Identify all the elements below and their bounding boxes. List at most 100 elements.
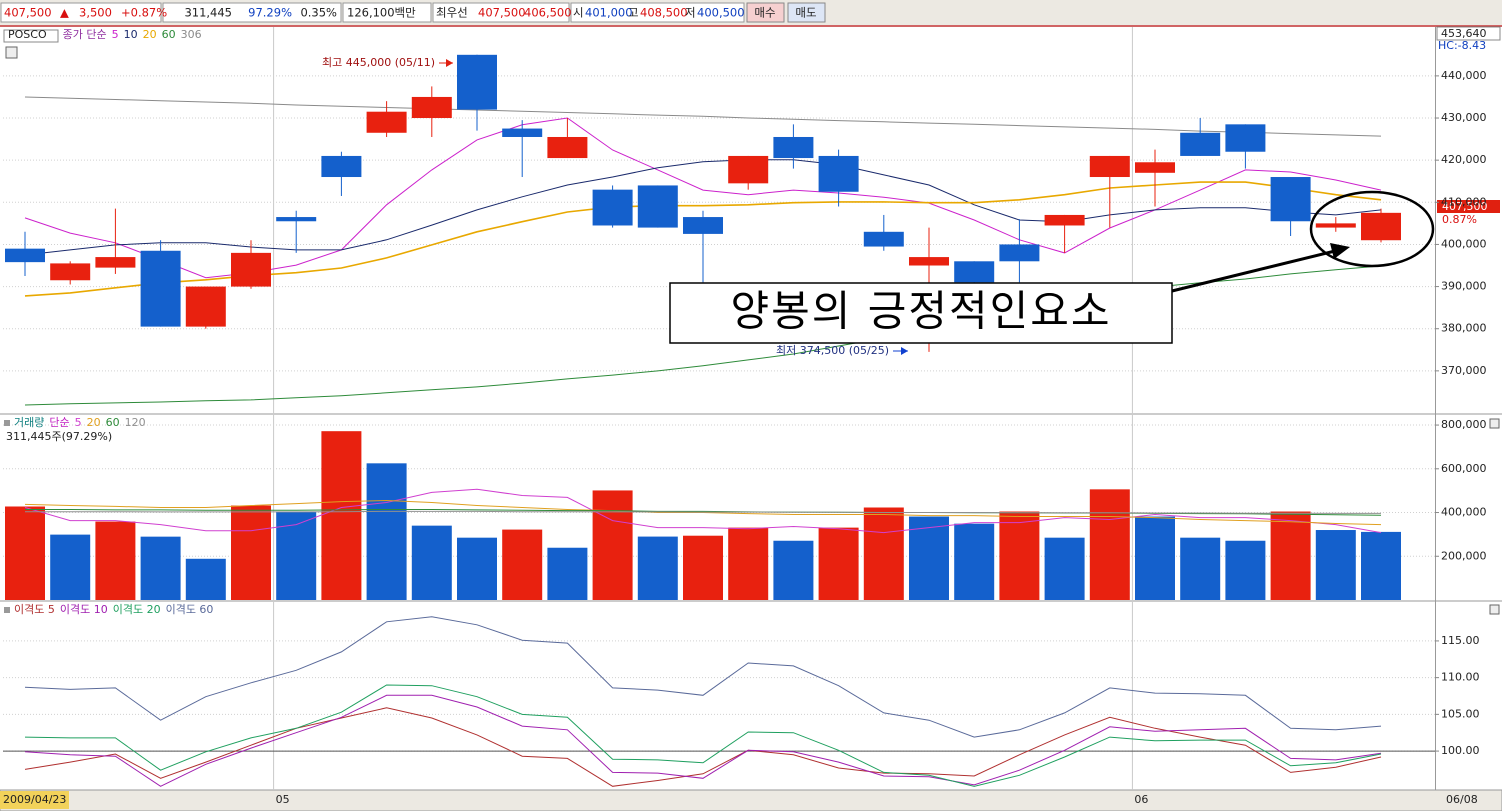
volume-bar: [1270, 511, 1311, 600]
volume-bar: [637, 536, 678, 600]
candle-body: [909, 257, 949, 266]
grid-icon[interactable]: [5, 46, 18, 59]
sell-label[interactable]: 매도: [795, 6, 816, 20]
legend-entry: 5: [112, 28, 119, 41]
legend-icon: [4, 420, 10, 426]
legend-entry: 이격도 20: [113, 603, 161, 616]
candle-body: [5, 248, 45, 263]
toolbar: 407,500 ▲ 3,500 +0.87% 311,445 97.29% 0.…: [0, 0, 1502, 25]
last-change-label: 0.87%: [1442, 213, 1477, 226]
y-tick-label: 370,000: [1441, 364, 1487, 377]
volume-bar: [1315, 530, 1356, 600]
candle-body: [683, 217, 723, 234]
buy-button[interactable]: [746, 2, 785, 23]
volume-bar: [1044, 537, 1085, 600]
title-box: [3, 29, 59, 43]
field: [432, 2, 570, 23]
high: 408,500: [640, 6, 688, 20]
volume-bar: [1225, 540, 1266, 600]
candle-body: [411, 96, 452, 119]
disparity-line: [24, 707, 1382, 787]
y-tick-label: 800,000: [1441, 418, 1487, 431]
close-icon[interactable]: [1489, 418, 1500, 429]
volume-bar: [1361, 531, 1401, 600]
field: [0, 2, 162, 23]
legend-title: POSCO: [8, 28, 47, 41]
best-quote-label: 최우선: [436, 6, 468, 20]
y-tick-label: 400,000: [1441, 237, 1487, 250]
legend-icon: [4, 607, 10, 613]
volume-average: [24, 488, 1382, 534]
low: 400,500: [697, 6, 745, 20]
candle-body: [1044, 214, 1085, 226]
volume-bar: [592, 490, 633, 600]
candle-body: [1180, 132, 1221, 156]
volume-bar: [502, 529, 543, 600]
candle-body: [457, 54, 497, 110]
disparity-line: [24, 684, 1382, 787]
disparity-line: [24, 616, 1382, 738]
legend-title: 거래량: [14, 416, 44, 429]
volume-bar: [50, 534, 91, 600]
volume-bar: [999, 511, 1040, 600]
high-label: 고: [628, 6, 639, 20]
volume-bar: [366, 463, 407, 600]
volume: 311,445: [184, 6, 232, 20]
legend-entry: 5: [75, 416, 82, 429]
volume-bar: [1180, 537, 1221, 600]
volume-ratio: 97.29%: [248, 6, 292, 20]
candle-body: [321, 155, 362, 178]
volume-bar: [547, 547, 588, 600]
candle-body: [502, 128, 543, 137]
big-annotation: 양봉의 긍정적인요소: [730, 287, 1111, 336]
volume-bar: [411, 525, 452, 600]
candle-body: [637, 185, 678, 228]
date-start-box: [0, 791, 69, 809]
legend-label: 종가 단순: [63, 28, 107, 41]
volume-bar: [818, 527, 859, 600]
top-value-box: [1436, 26, 1501, 41]
candle-body: [1225, 124, 1266, 152]
date-label: 06: [1134, 793, 1148, 806]
candle-body: [728, 155, 769, 184]
legend-entry: 이격도 5: [14, 603, 55, 616]
y-tick-label: 410,000: [1441, 195, 1487, 208]
open-label: 시: [573, 6, 584, 20]
candle-body: [185, 286, 226, 327]
candle-body: [863, 231, 904, 247]
open: 401,000: [585, 6, 633, 20]
candle-body: [1315, 223, 1356, 228]
low-annotation: 최저 374,500 (05/25): [776, 344, 889, 357]
moving-average: [24, 96, 1382, 137]
y-tick-label: 440,000: [1441, 69, 1487, 82]
volume-bar: [728, 527, 769, 600]
candle-body: [1089, 155, 1130, 178]
volume-bar: [185, 558, 226, 600]
candle-body: [773, 136, 814, 159]
legend-entry: 20: [143, 28, 157, 41]
volume-bar: [909, 516, 949, 600]
buy-label[interactable]: 매수: [754, 6, 775, 20]
bid: 406,500: [524, 6, 572, 20]
y-tick-label: 430,000: [1441, 111, 1487, 124]
y-tick-label: 390,000: [1441, 280, 1487, 293]
last-price-label: 407,500: [1442, 200, 1488, 213]
highlight-ellipse: [1309, 190, 1435, 268]
y-tick-label: 100.00: [1441, 744, 1480, 757]
candle-body: [231, 252, 271, 287]
sell-button[interactable]: [787, 2, 826, 23]
y-tick-label: 200,000: [1441, 549, 1487, 562]
field: [162, 2, 342, 23]
candle-body: [1270, 177, 1311, 222]
disparity-line: [24, 694, 1382, 787]
volume-bar: [1089, 489, 1130, 600]
high-annotation: 최고 445,000 (05/11): [322, 56, 435, 69]
close-icon[interactable]: [1489, 604, 1500, 615]
volume-bar: [231, 505, 271, 600]
ask: 407,500: [478, 6, 526, 20]
legend-entry: 60: [162, 28, 176, 41]
candle-body: [366, 111, 407, 133]
candle-body: [95, 257, 136, 268]
